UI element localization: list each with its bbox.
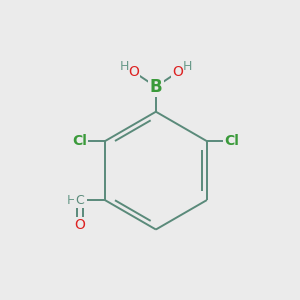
Text: H: H — [120, 60, 129, 73]
Text: H: H — [66, 194, 76, 207]
Text: H: H — [183, 60, 192, 73]
Text: Cl: Cl — [72, 134, 87, 148]
Text: O: O — [172, 65, 183, 79]
Text: B: B — [150, 78, 162, 96]
Text: O: O — [74, 218, 85, 232]
Text: Cl: Cl — [224, 134, 239, 148]
Text: O: O — [128, 65, 139, 79]
Text: C: C — [76, 194, 84, 207]
